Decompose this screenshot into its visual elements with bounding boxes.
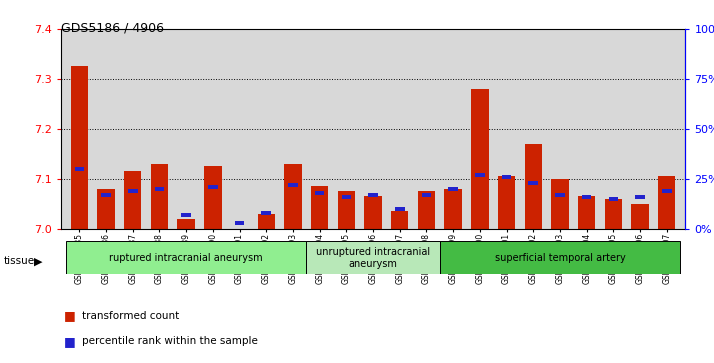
Bar — [97, 189, 115, 229]
Bar — [391, 211, 408, 229]
Bar — [74, 167, 84, 171]
Bar — [151, 164, 169, 229]
Bar — [498, 176, 516, 229]
Bar — [502, 175, 511, 179]
Bar — [204, 166, 221, 229]
Bar — [631, 204, 649, 229]
Bar — [635, 195, 645, 199]
Bar — [258, 214, 275, 229]
Bar — [66, 241, 306, 274]
Text: GDS5186 / 4906: GDS5186 / 4906 — [61, 22, 164, 35]
Text: tissue: tissue — [4, 256, 35, 266]
Bar — [440, 241, 680, 274]
Bar — [208, 185, 218, 189]
Bar — [261, 211, 271, 215]
Bar — [284, 164, 301, 229]
Text: ■: ■ — [64, 309, 76, 322]
Bar — [364, 196, 382, 229]
Text: transformed count: transformed count — [82, 311, 179, 321]
Bar — [128, 189, 138, 193]
Text: ruptured intracranial aneurysm: ruptured intracranial aneurysm — [109, 253, 263, 263]
Bar — [475, 173, 485, 177]
Bar — [551, 179, 568, 229]
Bar — [471, 89, 488, 229]
Bar — [395, 207, 405, 211]
Bar — [124, 171, 141, 229]
Bar — [525, 144, 542, 229]
Bar — [101, 193, 111, 197]
Bar — [528, 181, 538, 185]
Text: ▶: ▶ — [34, 256, 43, 266]
Bar — [178, 219, 195, 229]
Bar — [582, 195, 591, 199]
Bar — [288, 183, 298, 187]
Bar — [71, 66, 88, 229]
Bar — [578, 196, 595, 229]
Bar — [311, 186, 328, 229]
Bar — [368, 193, 378, 197]
Bar — [341, 195, 351, 199]
Bar — [608, 197, 618, 201]
Bar — [445, 189, 462, 229]
Bar — [338, 191, 355, 229]
Bar — [658, 176, 675, 229]
Bar — [605, 199, 622, 229]
Bar — [448, 187, 458, 191]
Bar — [306, 241, 440, 274]
Bar — [418, 191, 435, 229]
Bar — [235, 221, 244, 225]
Bar — [155, 187, 164, 191]
Text: percentile rank within the sample: percentile rank within the sample — [82, 336, 258, 346]
Bar — [662, 189, 672, 193]
Text: unruptured intracranial
aneurysm: unruptured intracranial aneurysm — [316, 247, 430, 269]
Bar — [555, 193, 565, 197]
Bar — [315, 191, 324, 195]
Text: superficial temporal artery: superficial temporal artery — [495, 253, 625, 263]
Text: ■: ■ — [64, 335, 76, 348]
Bar — [422, 193, 431, 197]
Bar — [181, 213, 191, 217]
